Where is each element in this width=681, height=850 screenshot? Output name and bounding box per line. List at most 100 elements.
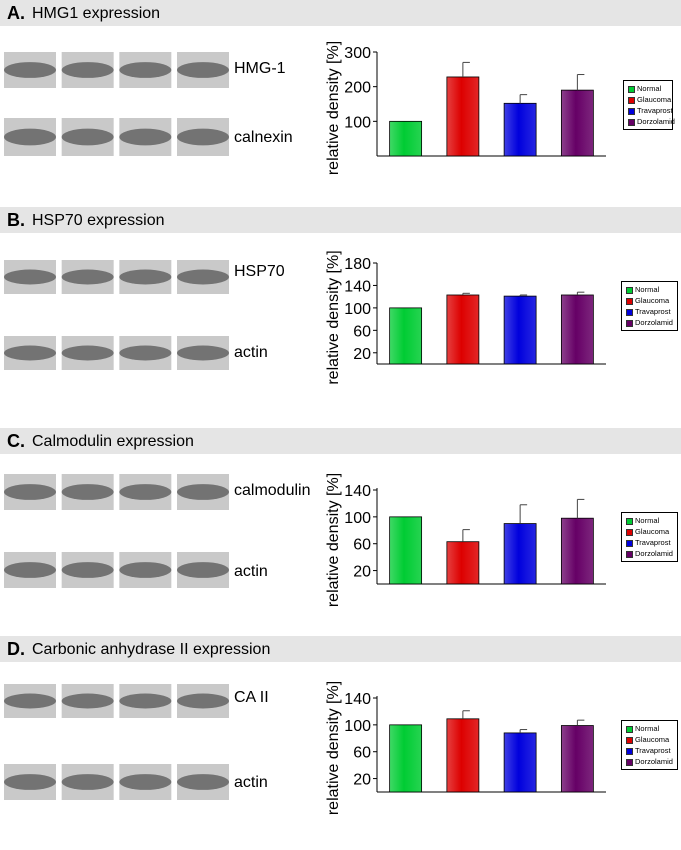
panel-letter: A. (7, 3, 25, 23)
legend-item-travaprost: Travaprost (626, 307, 671, 316)
bar-glaucoma (446, 76, 480, 157)
bar-glaucoma (446, 541, 480, 585)
legend-item-dorzolamid: Dorzolamid (628, 117, 675, 126)
legend-item-dorzolamid: Dorzolamid (626, 757, 673, 766)
panel-title: Carbonic anhydrase II expression (32, 641, 271, 658)
blot-label-bottom: actin (234, 344, 268, 361)
legend-item-normal: Normal (626, 285, 659, 294)
blot-band (61, 128, 114, 146)
blot-band (61, 484, 114, 500)
blot-band (177, 693, 229, 709)
western-blot-strip-top (4, 52, 229, 88)
legend-label: Glaucoma (635, 735, 670, 744)
bar-glaucoma (446, 718, 480, 793)
legend-item-travaprost: Travaprost (628, 106, 673, 115)
western-blot-strip-top (4, 260, 229, 294)
legend-swatch (626, 758, 633, 766)
blot-band (4, 774, 56, 790)
bar-dorzolamid (560, 725, 594, 793)
bar-normal (389, 516, 423, 585)
y-tick-label: 100 (344, 114, 371, 131)
blot-band (119, 484, 172, 500)
bar-normal (389, 724, 423, 793)
legend-swatch (626, 539, 633, 547)
chart-svg: relative density [%] 20 60 100 140 (325, 681, 606, 815)
legend-swatch (626, 747, 633, 755)
legend-swatch (626, 308, 633, 316)
panel-letter: C. (7, 431, 25, 451)
legend-item-dorzolamid: Dorzolamid (626, 318, 673, 327)
blot-label-top: CA II (234, 689, 269, 706)
legend-label: Travaprost (635, 307, 671, 316)
panel-d: D. Carbonic anhydrase II expression CA I… (0, 636, 681, 845)
legend-swatch (626, 319, 633, 327)
bar-chart: relative density [%] 20 60 100 140 180 Normal G… (310, 207, 681, 416)
y-tick-label: 100 (344, 510, 371, 527)
blot-band (4, 269, 56, 285)
bar-glaucoma (446, 294, 480, 365)
blot-label-top: HMG-1 (234, 60, 286, 77)
blot-band (61, 269, 114, 285)
blot-band (4, 562, 56, 578)
legend-item-normal: Normal (626, 516, 659, 525)
blot-band (119, 562, 172, 578)
legend-swatch (628, 85, 635, 93)
blot-band (119, 345, 172, 361)
blot-band (4, 693, 56, 709)
y-tick-label: 140 (344, 278, 371, 295)
legend-item-glaucoma: Glaucoma (626, 296, 669, 305)
chart-svg: relative density [%] 20 60 100 140 180 (325, 250, 606, 385)
western-blot-strip-bottom (4, 552, 229, 588)
panel-title: Calmodulin expression (32, 433, 194, 450)
y-tick-label: 140 (344, 691, 371, 708)
blot-band (177, 269, 229, 285)
blot-band (119, 269, 172, 285)
legend-label: Dorzolamid (637, 117, 675, 126)
chart-svg: relative density [%] 100 200 300 (325, 41, 606, 175)
y-tick-label: 100 (344, 718, 371, 735)
legend-swatch (628, 107, 635, 115)
y-axis-label: relative density [%] (325, 681, 342, 815)
bar-chart: relative density [%] 100 200 300 Normal Glauc… (310, 0, 681, 209)
legend-label: Dorzolamid (635, 549, 673, 558)
y-tick-label: 60 (353, 745, 371, 762)
blot-band (61, 774, 114, 790)
legend-swatch (626, 286, 633, 294)
legend-swatch (626, 528, 633, 536)
western-blot-strip-bottom (4, 764, 229, 800)
blot-band (119, 693, 172, 709)
y-axis-label: relative density [%] (325, 41, 342, 175)
panel-letter: D. (7, 639, 25, 659)
y-tick-label: 20 (353, 564, 371, 581)
legend-swatch (626, 517, 633, 525)
bar-travaprost (503, 523, 537, 585)
legend-item-glaucoma: Glaucoma (628, 95, 671, 104)
y-tick-label: 100 (344, 301, 371, 318)
blot-band (119, 62, 172, 78)
y-tick-label: 140 (344, 483, 371, 500)
panel-header: C. Calmodulin expression (0, 428, 681, 454)
panel-header: A. HMG1 expression (0, 0, 681, 26)
legend-label: Normal (637, 84, 662, 93)
legend: Normal Glaucoma Travaprost Dorzolamid (621, 720, 678, 770)
blot-band (177, 62, 229, 78)
blot-band (119, 128, 172, 146)
legend-swatch (628, 96, 635, 104)
legend: Normal Glaucoma Travaprost Dorzolamid (623, 80, 675, 130)
panel-title: HSP70 expression (32, 212, 165, 229)
legend-swatch (626, 297, 633, 305)
blot-band (61, 345, 114, 361)
blot-band (4, 128, 56, 146)
bar-normal (389, 307, 423, 365)
blot-band (177, 562, 229, 578)
blot-band (177, 774, 229, 790)
legend-item-normal: Normal (626, 724, 659, 733)
legend: Normal Glaucoma Travaprost Dorzolamid (621, 512, 678, 562)
bar-dorzolamid (560, 294, 594, 365)
bar-dorzolamid (560, 517, 594, 585)
y-axis-label: relative density [%] (325, 473, 342, 607)
blot-band (177, 484, 229, 500)
y-axis-label: relative density [%] (325, 250, 342, 384)
blot-label-top: HSP70 (234, 263, 285, 280)
legend: Normal Glaucoma Travaprost Dorzolamid (621, 281, 678, 331)
